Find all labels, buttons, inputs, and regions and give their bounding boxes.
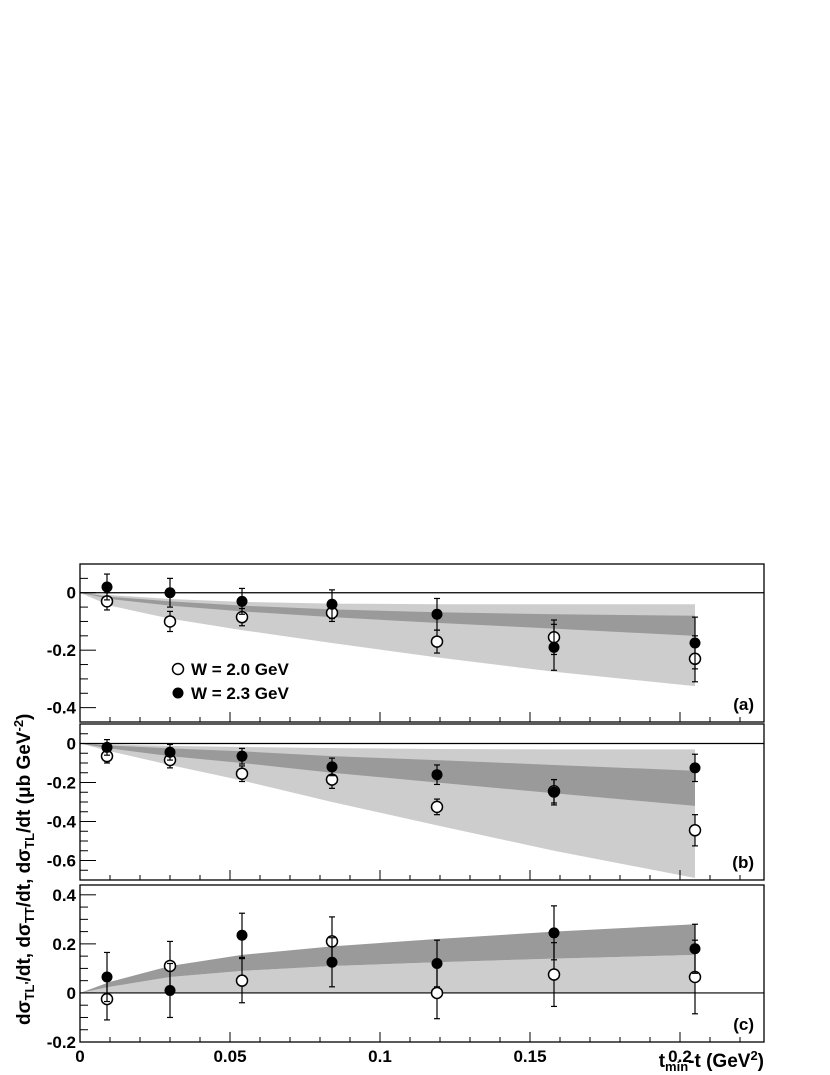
point-w23: [164, 746, 176, 758]
point-w23: [101, 581, 113, 593]
legend-marker-open: [171, 662, 185, 676]
point-w23: [326, 598, 338, 610]
y-tick-label: -0.2: [47, 774, 76, 793]
panel-tag: (a): [733, 695, 754, 714]
legend-label-w20: W = 2.0 GeV: [191, 660, 289, 679]
point-w23: [236, 929, 248, 941]
point-w23: [236, 595, 248, 607]
x-tick-label: 0.1: [368, 1047, 392, 1066]
y-tick-label: -0.2: [47, 641, 76, 660]
point-w23: [101, 741, 113, 753]
point-w20: [235, 767, 249, 780]
panels-layer: 0-0.2-0.4 (a)0-0.2-0.4-0.6 (b)0.40.20-0.2(…: [47, 563, 765, 1066]
point-w20: [430, 800, 444, 814]
point-w23: [326, 956, 338, 968]
y-tick-label: 0: [67, 735, 76, 754]
point-w23: [431, 769, 443, 781]
panel-tag: (c): [733, 1015, 754, 1034]
legend: W = 2.0 GeV W = 2.3 GeV: [171, 660, 289, 703]
panel-b: 0 -0.2 -0.4 -0.6 (b): [47, 723, 765, 881]
point-w20: [430, 635, 444, 648]
point-w20: [547, 968, 561, 981]
y-axis-title: dσTL'/dt, dσTT/dt, dσTL/dt (μb GeV-2): [11, 714, 37, 1025]
panel-frame: [79, 884, 765, 1043]
point-w23: [431, 608, 443, 620]
point-w20: [163, 615, 177, 628]
y-tick-label: -0.6: [47, 852, 76, 871]
panel-frame: [79, 563, 765, 723]
point-w23: [689, 943, 701, 955]
panel-c: 0.4 0.2 0 -0.2 (c): [47, 884, 765, 1052]
y-tick-label: 0.2: [52, 935, 76, 954]
band-dark: [80, 924, 695, 993]
legend-marker-filled: [172, 687, 184, 699]
x-tick-label: 0.05: [213, 1047, 246, 1066]
point-w20: [235, 974, 249, 987]
y-tick-label: 0: [67, 984, 76, 1003]
band-dark: [80, 592, 695, 636]
point-w23: [164, 984, 176, 996]
x-axis-title: tmin-t (GeV2): [659, 1048, 764, 1074]
point-w20: [430, 986, 444, 1000]
point-w23: [548, 786, 560, 798]
legend-label-w23: W = 2.3 GeV: [191, 684, 289, 703]
point-w23: [101, 971, 113, 983]
y-tick-label: -0.4: [47, 813, 77, 832]
x-tick-label: 0.2: [668, 1047, 692, 1066]
point-w23: [236, 750, 248, 762]
x-tick-label: 0.15: [513, 1047, 546, 1066]
panel-tag: (b): [732, 853, 754, 872]
point-w20: [688, 824, 702, 837]
y-tick-label: 0: [67, 584, 76, 603]
panel-frame: [79, 723, 765, 881]
point-w23: [326, 761, 338, 773]
band-dark: [80, 743, 695, 806]
point-w23: [548, 641, 560, 653]
y-tick-label: -0.2: [47, 1033, 76, 1052]
x-tick-label: 0: [75, 1047, 84, 1066]
point-w23: [431, 958, 443, 969]
point-w23: [689, 637, 701, 649]
point-w23: [548, 927, 560, 939]
point-w23: [689, 762, 701, 774]
point-w23: [164, 587, 176, 599]
panel-a: 0 -0.2 -0.4 (a): [47, 563, 765, 723]
band-light: [80, 954, 695, 993]
y-tick-label: 0.4: [52, 886, 76, 905]
y-tick-label: -0.4: [47, 699, 77, 718]
